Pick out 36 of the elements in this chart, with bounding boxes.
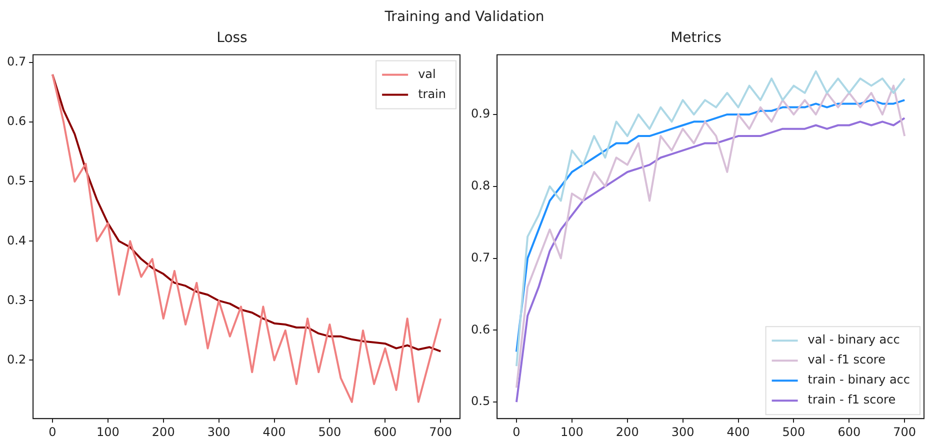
chart-title: Loss: [216, 30, 248, 46]
x-tick-label: 700: [893, 424, 916, 439]
chart-title: Metrics: [670, 30, 722, 46]
y-tick-label: 0.8: [470, 178, 490, 192]
x-tick-label: 200: [152, 424, 175, 439]
x-tick-label: 500: [782, 424, 806, 439]
legend-label: val: [418, 66, 436, 81]
y-tick-label: 0.2: [6, 352, 26, 366]
text: Training and Validation: [384, 9, 546, 25]
x-tick-label: 0: [48, 424, 56, 439]
y-tick-label: 0.3: [6, 292, 26, 307]
y-tick-label: 0.9: [470, 106, 490, 121]
legend-label: val - binary acc: [808, 332, 900, 347]
x-tick-label: 400: [726, 424, 750, 439]
y-tick-label: 0.4: [6, 233, 26, 248]
y-tick-label: 0.6: [470, 322, 490, 336]
y-tick-label: 0.7: [6, 54, 26, 69]
legend-label: train - f1 score: [808, 392, 896, 407]
x-tick-label: 200: [616, 424, 639, 439]
x-tick-label: 100: [96, 424, 120, 439]
legend-label: train: [418, 86, 446, 101]
y-tick-label: 0.6: [6, 114, 26, 128]
x-tick-label: 300: [671, 424, 694, 439]
x-tick-label: 0: [512, 424, 520, 439]
x-tick-label: 300: [207, 424, 230, 439]
x-tick-label: 600: [374, 424, 397, 439]
y-tick-label: 0.5: [470, 394, 490, 408]
y-tick-label: 0.5: [6, 174, 26, 188]
x-tick-label: 100: [560, 424, 584, 439]
legend-label: val - f1 score: [808, 352, 886, 367]
y-tick-label: 0.7: [470, 250, 490, 264]
legend-label: train - binary acc: [808, 372, 910, 387]
x-tick-label: 600: [838, 424, 861, 439]
x-tick-label: 700: [429, 424, 452, 439]
x-tick-label: 500: [318, 424, 342, 439]
x-tick-label: 400: [262, 424, 286, 439]
